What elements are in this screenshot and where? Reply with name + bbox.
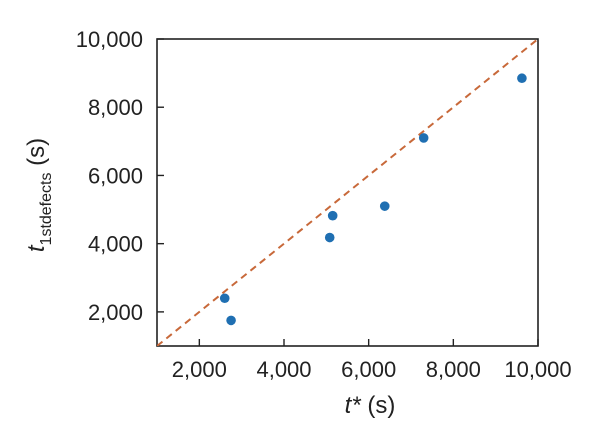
data-point [517, 73, 527, 84]
data-point [226, 315, 236, 326]
y-axis-subscript: 1stdefects [38, 173, 55, 246]
y-axis-label: t1stdefects (s) [23, 138, 55, 252]
reference-line-y-equals-x [157, 39, 538, 346]
data-point [327, 210, 338, 221]
x-axis-unit: (s) [367, 392, 395, 419]
x-tick-label: 4,000 [256, 357, 311, 382]
data-point [219, 293, 230, 304]
data-point [324, 232, 335, 243]
plot-area-frame [156, 38, 539, 347]
x-tick-label: 2,000 [172, 357, 227, 382]
x-axis-variable: t* [345, 392, 362, 419]
y-tick-label: 4,000 [88, 232, 143, 257]
data-point [379, 201, 390, 211]
data-point [418, 133, 429, 143]
x-tick-label: 6,000 [341, 357, 396, 382]
y-tick-label: 2,000 [88, 300, 143, 325]
x-tick-label: 10,000 [504, 357, 571, 382]
y-tick-label: 10,000 [76, 27, 143, 52]
y-tick-label: 8,000 [88, 95, 143, 120]
y-axis-unit: (s) [23, 138, 50, 166]
y-tick-label: 6,000 [88, 163, 143, 188]
x-axis-label: t* (s) [345, 392, 396, 419]
y-axis-variable: t [23, 244, 50, 252]
x-tick-label: 8,000 [426, 357, 481, 382]
